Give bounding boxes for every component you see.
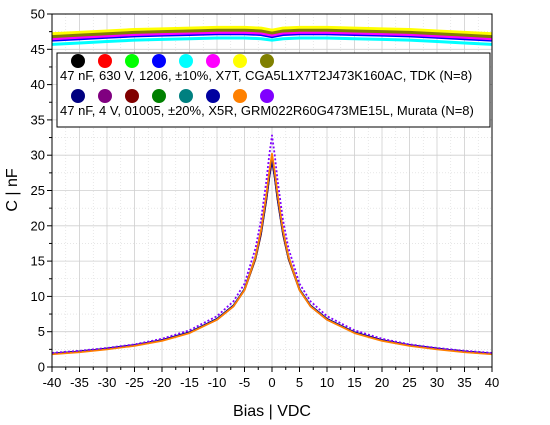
y-tick-label: 15 (31, 254, 45, 269)
legend-marker (71, 89, 85, 103)
x-tick-label: 15 (347, 375, 361, 390)
x-tick-label: 5 (296, 375, 303, 390)
y-tick-label: 25 (31, 183, 45, 198)
series-line-tdk (51, 30, 493, 41)
legend: 47 nF, 630 V, 1206, ±10%, X7T, CGA5L1X7T… (56, 52, 491, 128)
legend-marker (260, 89, 274, 103)
x-tick-label: -20 (153, 375, 172, 390)
x-tick-label: 0 (268, 375, 275, 390)
x-tick-label: -35 (70, 375, 89, 390)
legend-markers-murata (71, 89, 274, 103)
y-tick-label: 10 (31, 289, 45, 304)
legend-marker (260, 54, 274, 68)
series-group-murata (51, 134, 493, 356)
y-tick-label: 5 (38, 324, 45, 339)
series-line-tdk (51, 36, 493, 46)
series-line-tdk (51, 28, 493, 39)
series-line-murata (51, 134, 493, 354)
legend-marker (125, 89, 139, 103)
legend-marker (179, 89, 193, 103)
x-tick-label: 25 (402, 375, 416, 390)
x-tick-label: -15 (180, 375, 199, 390)
legend-marker (98, 54, 112, 68)
x-tick-label: -25 (125, 375, 144, 390)
legend-marker (206, 89, 220, 103)
x-tick-label: 10 (320, 375, 334, 390)
x-tick-label: -30 (98, 375, 117, 390)
legend-marker (125, 54, 139, 68)
y-tick-label: 30 (31, 148, 45, 163)
x-axis-title: Bias | VDC (233, 403, 311, 420)
y-tick-label: 35 (31, 112, 45, 127)
y-tick-label: 0 (38, 360, 45, 375)
series-line-tdk (51, 25, 493, 36)
legend-marker (233, 54, 247, 68)
legend-row-murata: 47 nF, 4 V, 01005, ±20%, X5R, GRM022R60G… (60, 89, 474, 118)
y-tick-label: 50 (31, 7, 45, 22)
x-tick-label: -5 (239, 375, 251, 390)
series-layer (51, 25, 493, 356)
y-tick-labels: 0 5 10 15 20 25 30 35 40 45 50 (31, 7, 45, 375)
x-tick-label: 35 (457, 375, 471, 390)
axis-ticks (47, 13, 493, 372)
legend-markers-tdk (71, 54, 274, 68)
x-tick-label: 30 (430, 375, 444, 390)
series-group-tdk (51, 25, 493, 46)
y-tick-label: 45 (31, 42, 45, 57)
legend-label-murata: 47 nF, 4 V, 01005, ±20%, X5R, GRM022R60G… (60, 103, 474, 118)
legend-marker (98, 89, 112, 103)
legend-marker (179, 54, 193, 68)
x-tick-labels: -40 -35 -30 -25 -20 -15 -10 -5 0 5 10 15 20 25 30 35 40 (43, 375, 500, 390)
legend-marker (152, 54, 166, 68)
legend-row-tdk: 47 nF, 630 V, 1206, ±10%, X7T, CGA5L1X7T… (60, 54, 472, 83)
legend-marker (71, 54, 85, 68)
x-tick-label: 40 (485, 375, 499, 390)
x-tick-label: -10 (208, 375, 227, 390)
y-axis-title: C | nF (4, 168, 21, 212)
legend-marker (152, 89, 166, 103)
legend-marker (206, 54, 220, 68)
x-tick-label: -40 (43, 375, 62, 390)
legend-marker (233, 89, 247, 103)
y-tick-label: 20 (31, 218, 45, 233)
series-line-murata (51, 152, 493, 356)
y-tick-label: 40 (31, 77, 45, 92)
x-tick-label: 20 (375, 375, 389, 390)
legend-label-tdk: 47 nF, 630 V, 1206, ±10%, X7T, CGA5L1X7T… (60, 68, 472, 83)
